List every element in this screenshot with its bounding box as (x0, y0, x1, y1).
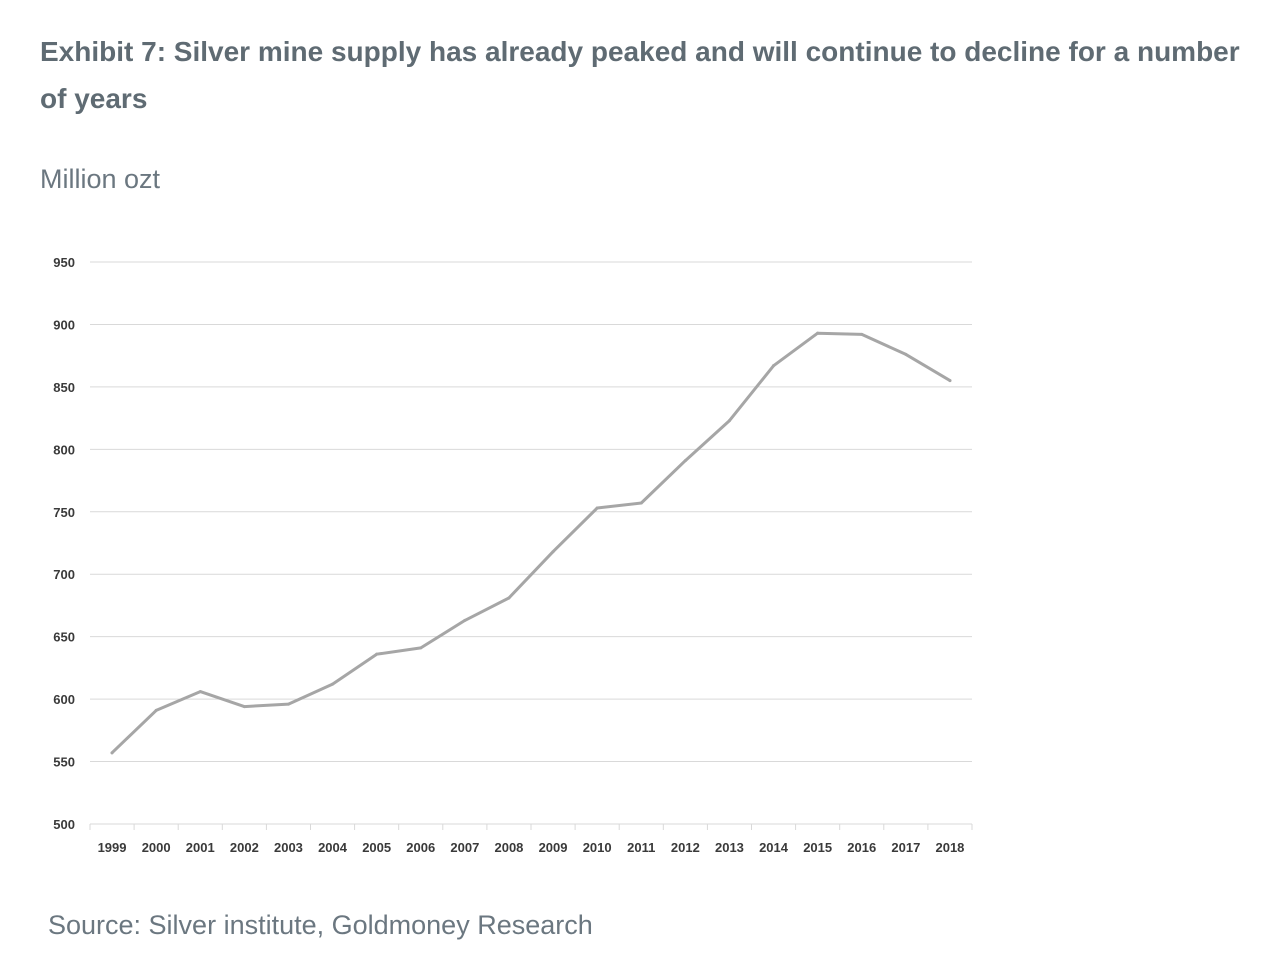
x-tick-label: 2001 (186, 840, 215, 855)
data-point-1999 (110, 751, 114, 755)
data-point-2002 (242, 705, 246, 709)
data-point-2010 (595, 506, 599, 510)
x-tick-label: 2004 (318, 840, 348, 855)
data-point-2008 (507, 596, 511, 600)
x-tick-label: 2006 (406, 840, 435, 855)
data-point-2011 (639, 501, 643, 505)
x-tick-label: 2009 (539, 840, 568, 855)
data-point-2004 (331, 682, 335, 686)
data-point-2005 (375, 652, 379, 656)
data-point-2015 (816, 331, 820, 335)
y-tick-label: 750 (53, 505, 75, 520)
chart-title: Exhibit 7: Silver mine supply has alread… (40, 36, 1240, 114)
series-line-0 (110, 331, 952, 755)
data-point-2003 (286, 702, 290, 706)
x-tick-label: 2002 (230, 840, 259, 855)
x-tick-label: 2018 (935, 840, 964, 855)
data-point-2007 (463, 618, 467, 622)
y-tick-label: 500 (53, 817, 75, 832)
y-tick-label: 550 (53, 755, 75, 770)
data-point-2016 (860, 332, 864, 336)
data-point-2013 (727, 419, 731, 423)
data-point-2017 (904, 352, 908, 356)
y-tick-label: 850 (53, 380, 75, 395)
x-tick-label: 2013 (715, 840, 744, 855)
y-tick-label: 700 (53, 567, 75, 582)
x-tick-label: 2003 (274, 840, 303, 855)
data-point-2018 (948, 379, 952, 383)
series-group (110, 331, 952, 755)
x-tick-label: 2007 (450, 840, 479, 855)
x-tick-label: 2016 (847, 840, 876, 855)
x-tick-label: 1999 (98, 840, 127, 855)
y-unit-label: Million ozt (40, 164, 161, 194)
y-tick-label: 650 (53, 630, 75, 645)
data-point-2001 (198, 690, 202, 694)
x-tick-label: 2012 (671, 840, 700, 855)
x-tick-label: 2011 (627, 840, 655, 855)
x-tick-label: 2000 (142, 840, 171, 855)
y-tick-label: 900 (53, 317, 75, 332)
source-note: Source: Silver institute, Goldmoney Rese… (48, 910, 593, 940)
x-tick-label: 2014 (759, 840, 789, 855)
y-tick-label: 600 (53, 692, 75, 707)
x-tick-label: 2010 (583, 840, 612, 855)
x-tick-labels: 1999 2000 2001 2002 2003 2004 2005 2006 2007 2008… (98, 840, 965, 855)
axes (89, 823, 973, 830)
y-tick-labels: 500 550 600 650 700 750 800 850 900 950 (53, 255, 75, 832)
x-tick-label: 2017 (891, 840, 920, 855)
x-tick-label: 2015 (803, 840, 832, 855)
y-tick-label: 950 (53, 255, 75, 270)
x-tick-label: 2005 (362, 840, 391, 855)
data-point-2012 (683, 459, 687, 463)
data-point-2014 (772, 364, 776, 368)
data-point-2000 (154, 708, 158, 712)
data-point-2006 (419, 646, 423, 650)
y-tick-label: 800 (53, 442, 75, 457)
x-tick-label: 2008 (494, 840, 523, 855)
gridlines (90, 261, 972, 763)
data-point-2009 (551, 550, 555, 554)
